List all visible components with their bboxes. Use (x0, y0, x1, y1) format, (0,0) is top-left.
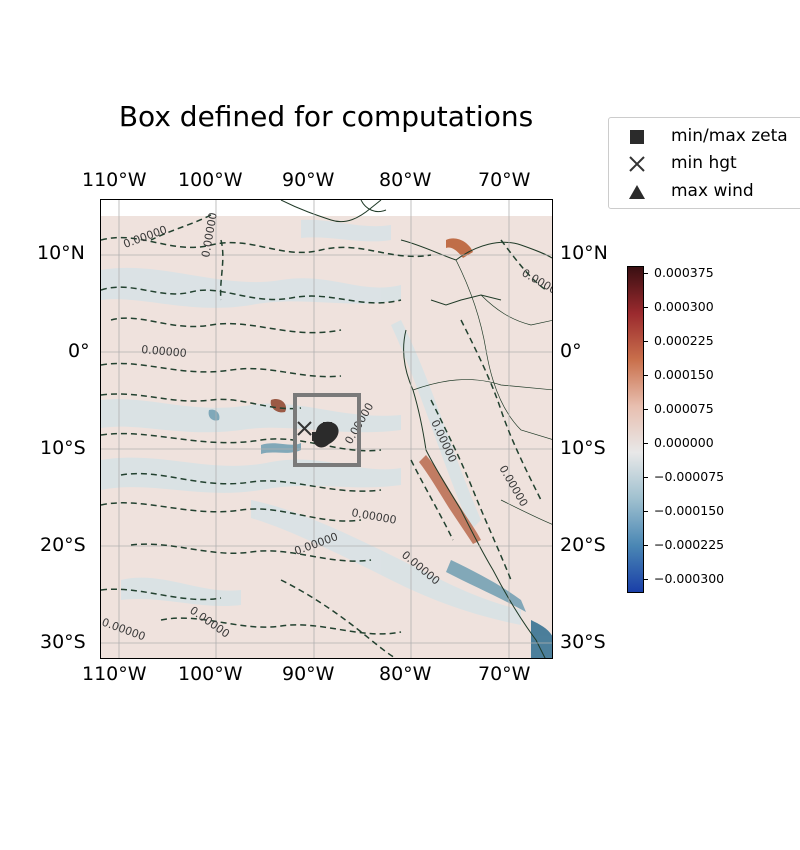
colorbar-tick-label: −0.000150 (654, 503, 725, 519)
colorbar-tick-mark (644, 477, 648, 479)
legend-label: max wind (671, 181, 754, 201)
colorbar-tick-mark (644, 409, 648, 411)
lat-tick-left: 20°S (40, 534, 86, 556)
colorbar-tick-mark (644, 375, 648, 376)
lat-tick-left: 10°N (37, 242, 85, 264)
lat-tick-right: 0° (560, 340, 582, 362)
strong-negative-vorticity (208, 409, 552, 658)
zero-contours (101, 214, 547, 658)
colorbar-tick-mark (644, 272, 648, 274)
lon-tick-top: 70°W (478, 169, 531, 191)
colorbar-tick-mark (644, 306, 648, 308)
lat-tick-right: 10°S (560, 437, 606, 459)
colorbar-tick-label: 0.000375 (654, 264, 714, 280)
square-icon (627, 127, 647, 147)
colorbar-tick-label: −0.000075 (654, 469, 725, 485)
lon-tick-bottom: 90°W (282, 663, 335, 685)
lat-tick-right: 20°S (560, 534, 606, 556)
lat-tick-left: 10°S (40, 437, 86, 459)
colorbar-tick-label: −0.000300 (654, 571, 725, 587)
legend: min/max zeta min hgt max wind (608, 117, 800, 209)
lon-tick-bottom: 80°W (379, 663, 432, 685)
computation-box (293, 393, 361, 467)
no-data-band (101, 200, 552, 216)
colorbar-tick-mark (644, 443, 648, 445)
lat-tick-right: 10°N (560, 242, 608, 264)
lat-tick-left: 30°S (40, 631, 86, 653)
coastlines (280, 200, 552, 658)
contour-label: 0.00000 (141, 343, 187, 360)
colorbar (627, 266, 644, 593)
legend-item: min/max zeta (609, 125, 800, 149)
colorbar-tick-mark (644, 545, 648, 547)
legend-label: min hgt (671, 153, 737, 173)
lon-tick-bottom: 70°W (478, 663, 531, 685)
colorbar-tick-mark (644, 340, 648, 342)
colorbar-tick-label: 0.000300 (654, 298, 714, 314)
legend-item: min hgt (609, 152, 800, 176)
lon-tick-top: 80°W (379, 169, 432, 191)
colorbar-tick-label: 0.000150 (654, 367, 714, 382)
lon-tick-top: 110°W (82, 169, 147, 191)
zeta-square-marker (312, 432, 321, 441)
colorbar-tick-label: 0.000000 (654, 435, 714, 451)
colorbar-tick-mark (644, 579, 648, 581)
triangle-icon (627, 182, 647, 202)
colorbar-tick-label: 0.000225 (654, 332, 714, 348)
min-hgt-cross-marker (297, 421, 312, 436)
colorbar-tick-mark (644, 511, 648, 513)
cross-icon (627, 154, 647, 174)
colorbar-tick-label: −0.000225 (654, 537, 725, 553)
legend-label: min/max zeta (671, 126, 788, 146)
colorbar-tick-label: 0.000075 (654, 401, 714, 417)
zeta-square-marker (323, 422, 332, 431)
map-svg: 0.00000 0.00000 0.00000 0.00000 0.00000 … (101, 200, 552, 658)
map-panel[interactable]: 0.00000 0.00000 0.00000 0.00000 0.00000 … (100, 199, 553, 659)
lat-tick-right: 30°S (560, 631, 606, 653)
lon-tick-top: 100°W (178, 169, 243, 191)
lon-tick-bottom: 110°W (82, 663, 147, 685)
legend-item: max wind (609, 180, 800, 204)
lat-tick-left: 0° (68, 340, 90, 362)
lon-tick-bottom: 100°W (178, 663, 243, 685)
chart-title: Box defined for computations (118, 100, 534, 133)
zeta-marker-blob (313, 421, 339, 448)
zeta-marker-cluster (312, 421, 339, 448)
lon-tick-top: 90°W (282, 169, 335, 191)
